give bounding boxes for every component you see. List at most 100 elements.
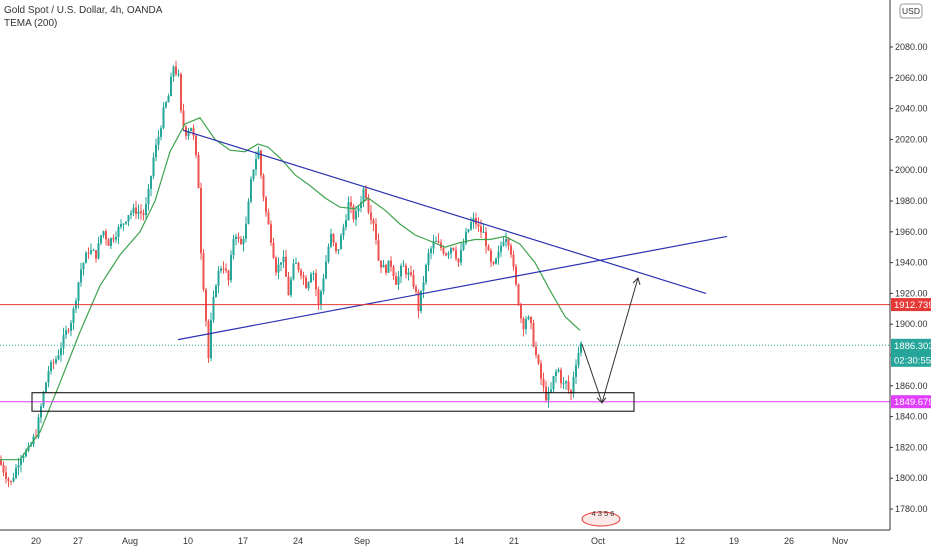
current-price-tag[interactable] bbox=[891, 338, 931, 367]
candle-body bbox=[47, 371, 50, 383]
countdown-text: 02:30:55 bbox=[894, 355, 931, 366]
resistance-price-tag[interactable] bbox=[891, 298, 931, 312]
candle-body bbox=[525, 319, 527, 330]
support-zone[interactable] bbox=[31, 392, 635, 412]
candle-body bbox=[125, 221, 127, 224]
candle-body bbox=[167, 96, 170, 103]
candle-body bbox=[372, 219, 375, 224]
candle-body bbox=[272, 242, 275, 258]
candle-body bbox=[342, 227, 345, 236]
candle-body bbox=[250, 178, 252, 202]
event-flag-icon[interactable] bbox=[581, 511, 621, 527]
candle-body bbox=[357, 207, 360, 212]
candle-body bbox=[497, 251, 500, 259]
candle-body bbox=[395, 276, 397, 285]
tema-line[interactable] bbox=[0, 117, 581, 461]
candle-body bbox=[380, 260, 382, 268]
price-axis[interactable] bbox=[890, 0, 932, 550]
y-tick-label: 1900.00 bbox=[895, 319, 928, 329]
candle-body bbox=[367, 198, 370, 213]
candle-body bbox=[572, 376, 575, 394]
candle-body bbox=[135, 207, 137, 214]
x-tick-label: 21 bbox=[509, 536, 519, 546]
candle-body bbox=[225, 268, 227, 271]
candle-body bbox=[275, 257, 277, 273]
candle-body bbox=[237, 236, 240, 239]
candle-body bbox=[445, 253, 447, 256]
y-tick-label: 1920.00 bbox=[895, 288, 928, 298]
candle-body bbox=[552, 376, 555, 390]
candle-body bbox=[352, 206, 355, 220]
trendline[interactable] bbox=[182, 129, 707, 294]
candle-body bbox=[492, 261, 495, 264]
candle-body bbox=[375, 223, 377, 240]
candle-body bbox=[435, 240, 437, 242]
candle-body bbox=[12, 478, 15, 482]
candle-body bbox=[152, 157, 155, 177]
candle-body bbox=[452, 247, 455, 251]
candle-body bbox=[160, 128, 162, 137]
candle-body bbox=[402, 265, 405, 267]
candle-body bbox=[487, 246, 490, 251]
candle-body bbox=[400, 265, 402, 277]
candle-body bbox=[165, 102, 167, 108]
x-tick-label: 20 bbox=[31, 536, 41, 546]
candle-body bbox=[542, 378, 545, 387]
candle-body bbox=[40, 406, 42, 418]
candle-body bbox=[482, 231, 485, 233]
candle-body bbox=[222, 268, 225, 270]
candle-body bbox=[332, 233, 335, 243]
x-tick-label: 26 bbox=[784, 536, 794, 546]
candle-body bbox=[417, 291, 420, 312]
x-tick-label: 19 bbox=[729, 536, 739, 546]
candle-body bbox=[20, 458, 22, 466]
candle-body bbox=[140, 211, 142, 214]
candle-body bbox=[270, 224, 272, 243]
candle-body bbox=[145, 204, 147, 216]
candle-body bbox=[287, 276, 290, 296]
candle-body bbox=[500, 245, 502, 252]
currency-badge[interactable] bbox=[899, 3, 923, 19]
candle-body bbox=[285, 256, 287, 277]
candle-body bbox=[575, 365, 577, 377]
candle-body bbox=[102, 231, 105, 236]
candle-body bbox=[235, 236, 237, 239]
candle-body bbox=[465, 231, 467, 244]
support-price-tag[interactable] bbox=[891, 395, 931, 409]
candle-body bbox=[87, 252, 90, 254]
candle-body bbox=[442, 247, 445, 254]
candle-body bbox=[297, 262, 300, 271]
candle-body bbox=[470, 222, 472, 230]
candle-body bbox=[325, 261, 327, 279]
candle-body bbox=[305, 277, 307, 289]
candle-body bbox=[510, 245, 512, 255]
candle-body bbox=[117, 227, 120, 238]
candle-body bbox=[327, 246, 330, 262]
candle-body bbox=[187, 130, 190, 136]
candle-body bbox=[107, 239, 110, 246]
candle-body bbox=[455, 250, 457, 259]
candle-body bbox=[60, 348, 62, 356]
x-tick-label: Aug bbox=[122, 536, 138, 546]
candle-body bbox=[90, 250, 92, 254]
resistance-price-tag-text: 1912.739 bbox=[894, 300, 932, 311]
candle-body bbox=[227, 270, 230, 281]
x-tick-label: 17 bbox=[238, 536, 248, 546]
candle-body bbox=[277, 264, 280, 273]
y-tick-label: 1980.00 bbox=[895, 196, 928, 206]
candle-body bbox=[162, 107, 165, 129]
candle-body bbox=[92, 250, 95, 252]
candle-body bbox=[240, 238, 242, 245]
candle-body bbox=[360, 202, 362, 208]
candle-body bbox=[290, 279, 292, 296]
candle-body bbox=[25, 450, 27, 457]
trendline[interactable] bbox=[177, 235, 728, 341]
candle-body bbox=[382, 265, 385, 268]
candle-body bbox=[387, 260, 390, 273]
candle-body bbox=[17, 465, 20, 468]
candle-body bbox=[347, 202, 350, 221]
candle-body bbox=[505, 238, 507, 243]
chart-legend: Gold Spot / U.S. Dollar, 4h, OANDA TEMA … bbox=[4, 4, 162, 30]
